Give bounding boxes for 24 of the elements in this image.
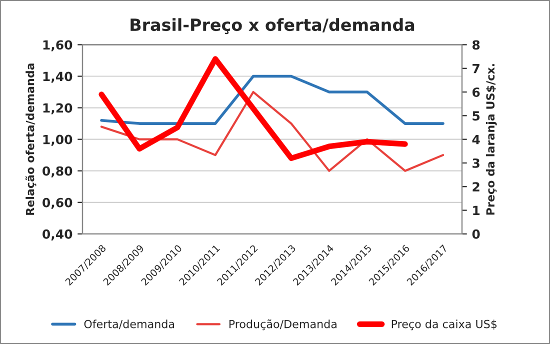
legend-label: Preço da caixa US$ <box>392 320 497 330</box>
y2-tick-label: 6 <box>472 88 480 97</box>
chart-title: Brasil-Preço x oferta/demanda <box>130 18 414 34</box>
y-tick-label: 1,40 <box>43 72 72 83</box>
legend-label: Oferta/demanda <box>84 320 174 330</box>
y2-tick-label: 1 <box>473 206 480 216</box>
y2-tick-label: 0 <box>472 229 480 239</box>
y2-tick-label: 8 <box>472 40 480 50</box>
y-tick-label: 0,80 <box>42 166 72 178</box>
y2-axis-title: Preço da laranja US$/cx. <box>486 64 497 215</box>
y-tick-label: 0,40 <box>42 229 72 240</box>
line-series <box>100 90 444 172</box>
y-tick-label: 0,60 <box>42 198 72 209</box>
legend-label: Produção/Demanda <box>229 319 336 330</box>
line-series <box>100 74 444 125</box>
y-tick-label: 1,60 <box>43 40 72 52</box>
y-tick-label: 1,00 <box>43 134 72 146</box>
y2-tick-label: 2 <box>472 182 480 192</box>
y2-tick-label: 5 <box>472 111 480 121</box>
y-axis-title: Relação oferta/demanda <box>25 64 36 215</box>
y-tick-label: 1,20 <box>43 103 72 114</box>
y2-tick-label: 3 <box>472 158 480 168</box>
y2-tick-label: 4 <box>472 134 480 144</box>
y2-tick-label: 7 <box>472 64 480 74</box>
